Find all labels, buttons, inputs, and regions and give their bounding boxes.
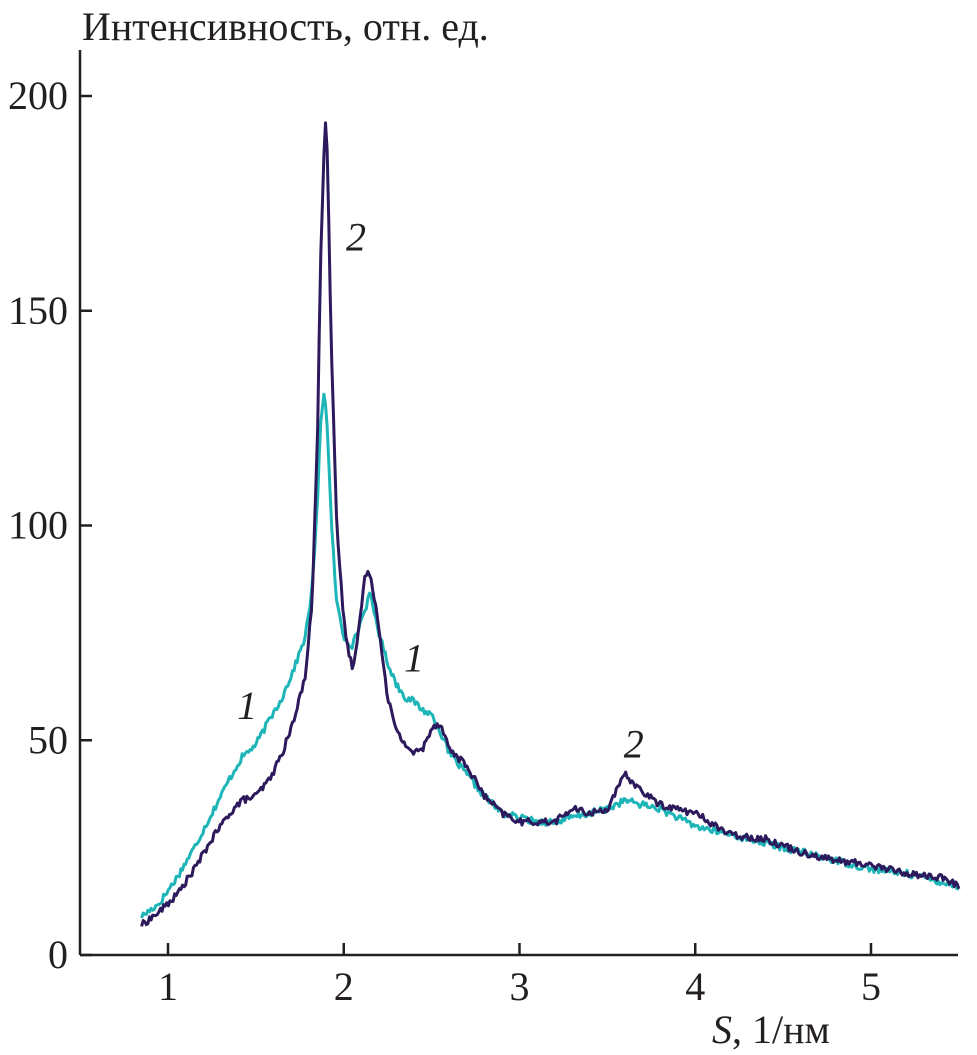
x-axis-ticks: 1 2 3 4 5: [158, 943, 881, 1009]
y-axis-title: Интенсивность, отн. ед.: [82, 4, 489, 49]
x-tick-label: 2: [334, 964, 354, 1009]
y-tick-label: 200: [8, 73, 68, 118]
y-tick-label: 0: [48, 932, 68, 977]
curve-label-1: 1: [404, 636, 424, 681]
series-line-2: [140, 121, 961, 927]
curve-label-2: 2: [624, 721, 644, 766]
x-axis-title-symbol: S: [712, 1007, 732, 1052]
y-tick-label: 100: [8, 503, 68, 548]
y-axis-ticks: 0 50 100 150 200: [8, 73, 92, 977]
x-axis-title: S, 1/нм: [712, 1007, 830, 1052]
curve-label-1: 1: [237, 683, 257, 728]
series-line-1: [140, 392, 959, 919]
y-tick-label: 50: [28, 717, 68, 762]
x-axis-title-unit: , 1/нм: [732, 1007, 830, 1052]
curve-label-2: 2: [346, 215, 366, 260]
x-tick-label: 5: [861, 964, 881, 1009]
x-tick-label: 4: [685, 964, 705, 1009]
x-tick-label: 1: [158, 964, 178, 1009]
x-tick-label: 3: [510, 964, 530, 1009]
series-lines: [140, 121, 961, 927]
curve-labels: 1 1 2 2: [237, 215, 644, 767]
y-tick-label: 150: [8, 288, 68, 333]
